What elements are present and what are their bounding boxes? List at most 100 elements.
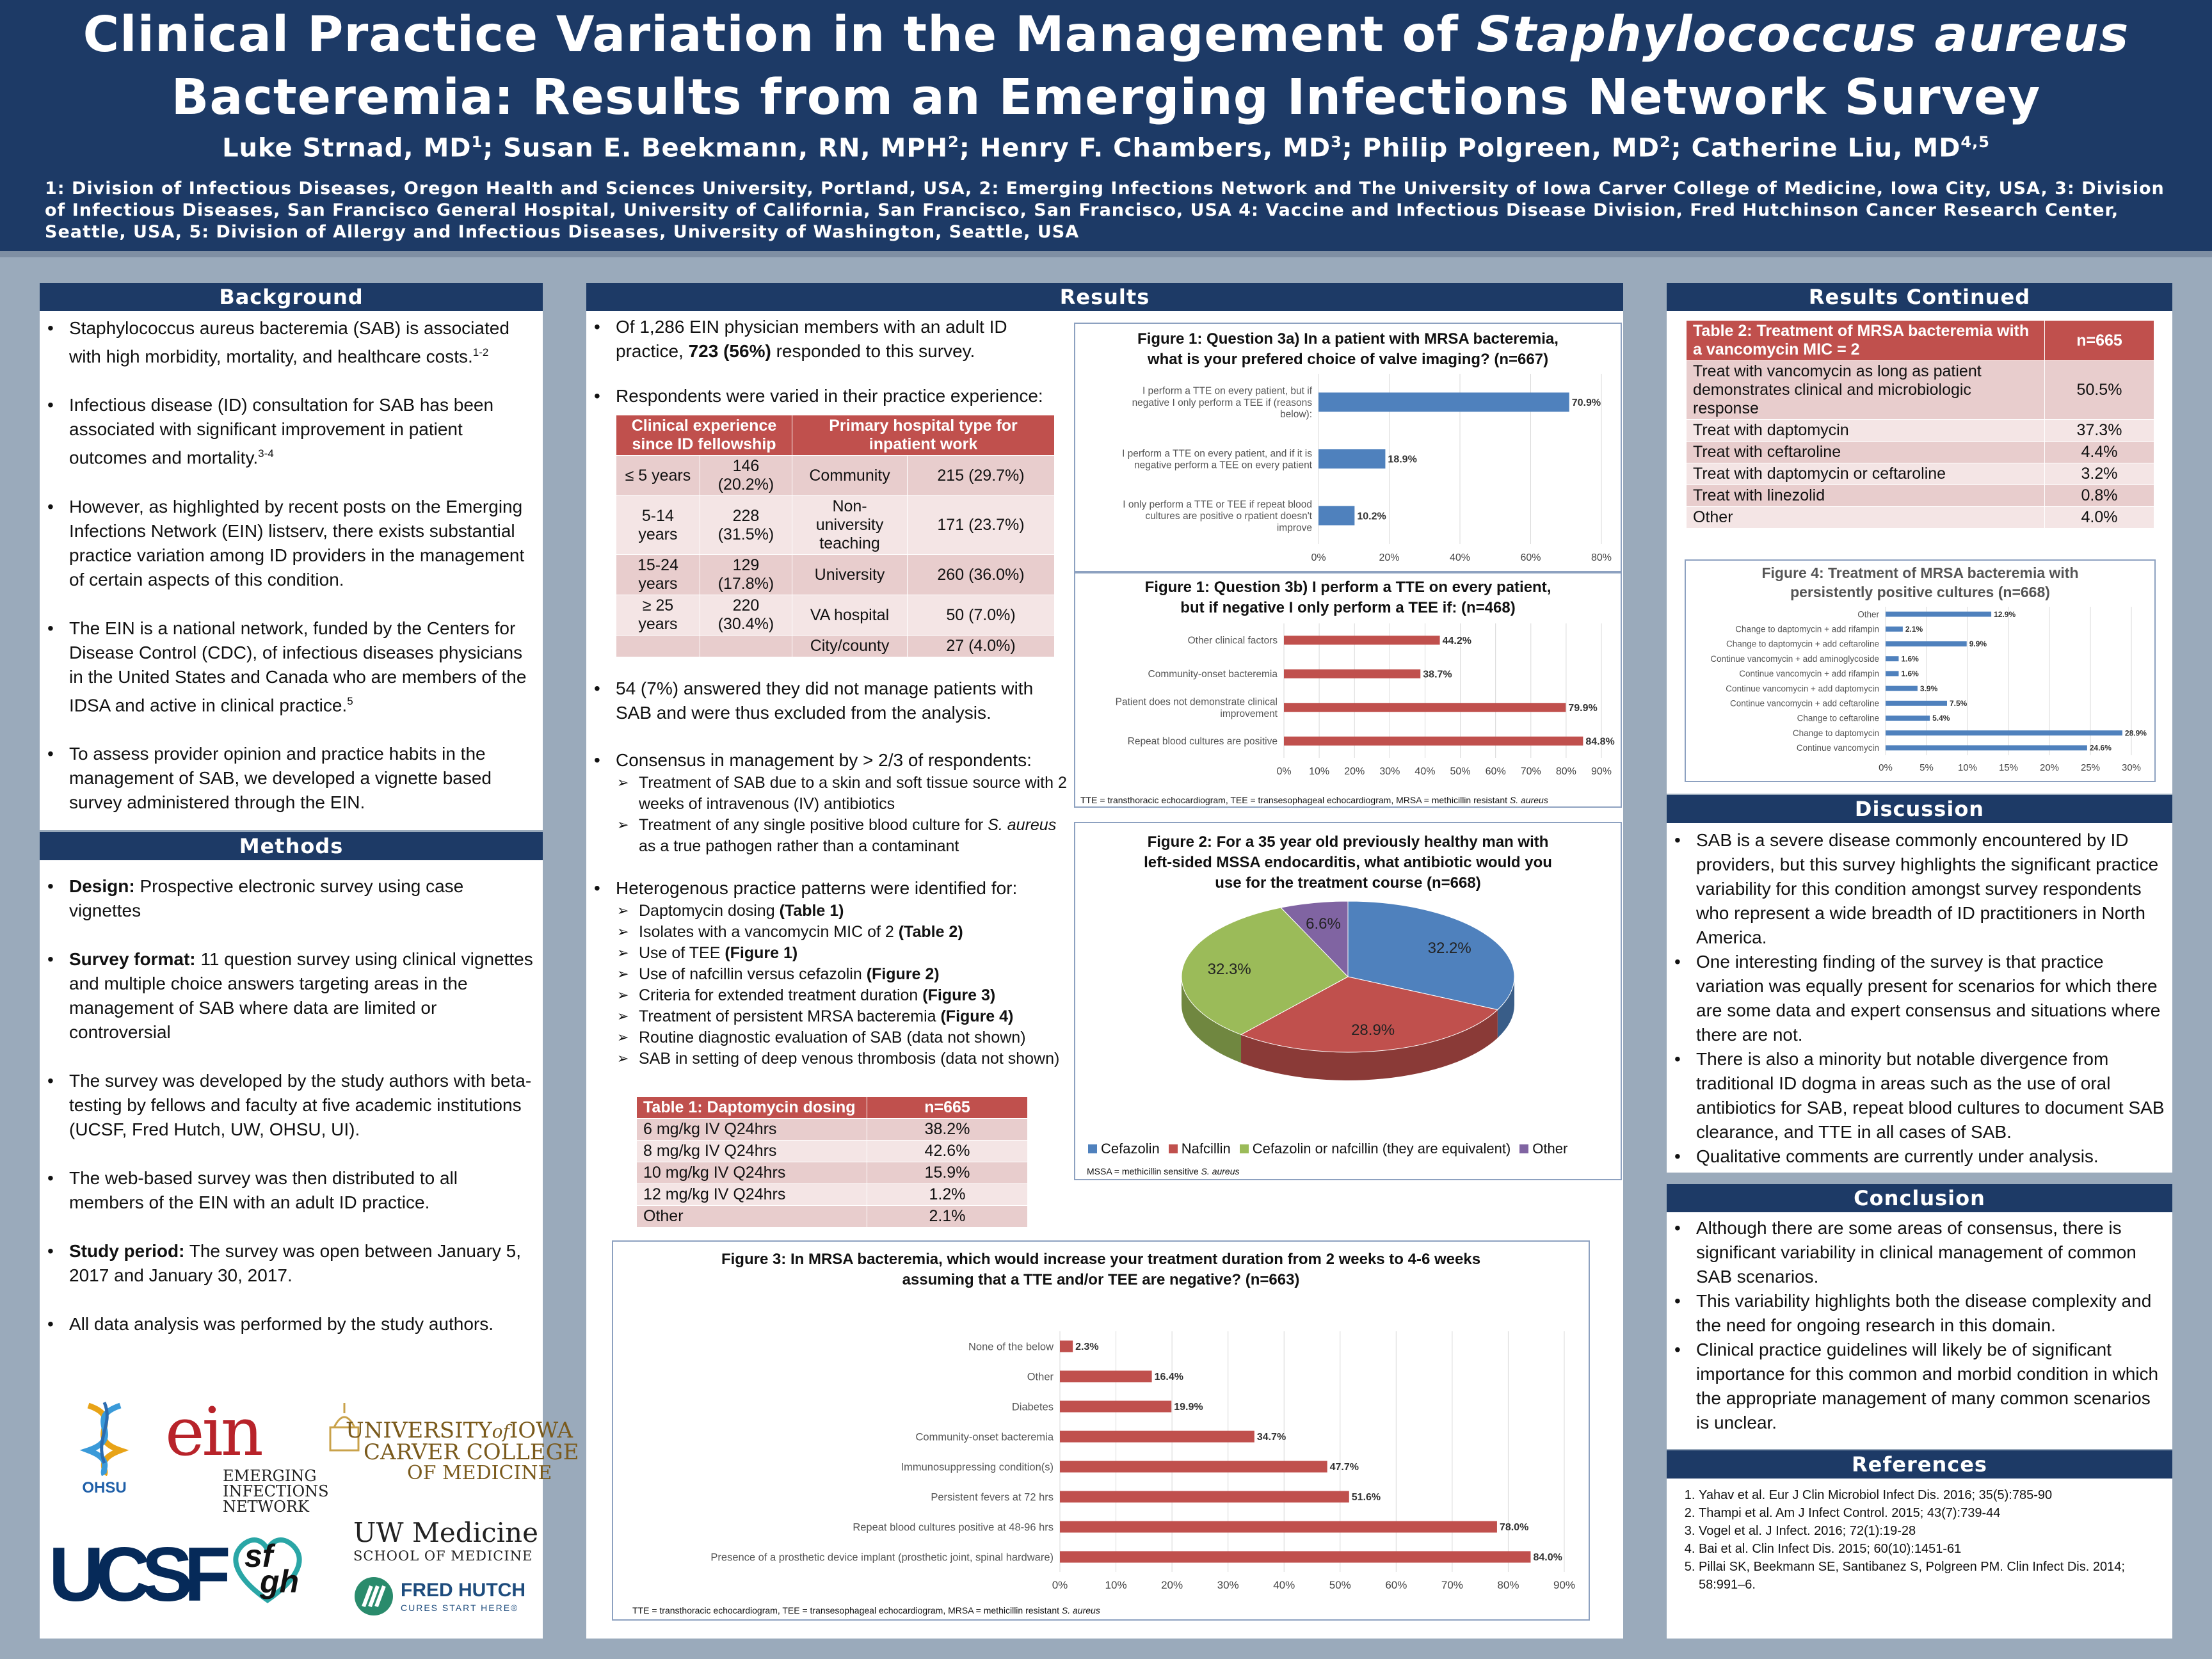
x-tick-label: 80%	[1497, 1579, 1519, 1591]
table-cell: 38.2%	[867, 1118, 1028, 1141]
table-cell: 12 mg/kg IV Q24hrs	[636, 1183, 867, 1206]
table-cell: City/county	[792, 635, 908, 657]
results-list: Of 1,286 EIN physician members with an a…	[586, 315, 1073, 408]
table-cell: 146 (20.2%)	[699, 455, 793, 496]
references-heading: References	[1667, 1450, 2172, 1479]
category-label: Continue vancomycin + add daptomycin	[1726, 684, 1879, 693]
bar	[1318, 506, 1355, 525]
header-divider	[0, 251, 2212, 257]
bar	[1886, 730, 2122, 736]
table-row: Treat with daptomycin 37.3%	[1686, 419, 2154, 442]
bar	[1886, 656, 1899, 662]
figure-2-title-3: use for the treatment course (n=668)	[1215, 874, 1481, 892]
ohsu-helix-icon	[79, 1402, 129, 1477]
table-cell	[699, 635, 793, 657]
list-item: Yahav et al. Eur J Clin Microbiol Infect…	[1699, 1486, 2160, 1504]
bar	[1060, 1431, 1254, 1443]
category-label: Continue vancomycin	[1797, 743, 1879, 753]
pie-data-label: 6.6%	[1306, 915, 1341, 933]
list-item: Use of TEE (Figure 1)	[617, 943, 1073, 964]
list-item-ref: (Figure 3)	[922, 986, 996, 1004]
table-1-header: Table 1: Daptomycin dosing	[636, 1096, 867, 1119]
x-tick-label: 70%	[1521, 766, 1541, 777]
figure-4-title-2: persistently positive cultures (n=668)	[1790, 584, 2050, 600]
author-list: Luke Strnad, MD1; Susan E. Beekmann, RN,…	[0, 133, 2212, 163]
table-cell: Treat with daptomycin	[1686, 419, 2045, 442]
x-tick-label: 10%	[1958, 762, 1977, 773]
author-affiliation-number: 4,5	[1960, 133, 1990, 151]
data-label: 84.8%	[1585, 736, 1614, 747]
table-1-n: n=665	[867, 1096, 1028, 1119]
category-label: Immunosuppressing condition(s)	[901, 1461, 1054, 1473]
ein-logo: ein EMERGING INFECTIONS NETWORK	[165, 1397, 329, 1514]
uw-text-1: UW Medicine	[353, 1517, 538, 1548]
x-tick-label: 80%	[1556, 766, 1576, 777]
data-label: 19.9%	[1174, 1402, 1203, 1413]
data-label: 1.6%	[1901, 669, 1919, 678]
list-item-ref: (Figure 2)	[866, 965, 940, 983]
data-label: 10.2%	[1357, 511, 1386, 522]
bar	[1886, 611, 1992, 617]
figure-2-pie-chart: Figure 2: For a 35 year old previously h…	[1074, 822, 1622, 1180]
legend-swatch	[1168, 1144, 1178, 1153]
table-row: 6 mg/kg IV Q24hrs 38.2%	[636, 1118, 1028, 1141]
x-tick-label: 40%	[1415, 766, 1435, 777]
conclusion-heading: Conclusion	[1667, 1184, 2172, 1212]
list-item: The web-based survey was then distribute…	[47, 1166, 535, 1215]
consensus-list: Treatment of SAB due to a skin and soft …	[616, 773, 1073, 857]
list-item: Study period: The survey was open betwee…	[47, 1239, 535, 1288]
table-cell: ≥ 25 years	[616, 595, 700, 636]
x-tick-label: 10%	[1309, 766, 1329, 777]
category-label: None of the below	[968, 1341, 1054, 1352]
pie-data-label: 28.9%	[1351, 1022, 1395, 1039]
old-capitol-icon	[329, 1403, 360, 1452]
table-cell: 15.9%	[867, 1162, 1028, 1184]
x-tick-label: 40%	[1450, 552, 1470, 563]
table-cell: 4.0%	[2044, 506, 2154, 529]
list-item: All data analysis was performed by the s…	[47, 1312, 535, 1336]
category-label: I only perform a TTE or TEE if repeat bl…	[1123, 499, 1312, 510]
title-line-1: Clinical Practice Variation in the Manag…	[83, 6, 1477, 63]
data-label: 7.5%	[1950, 699, 1968, 708]
heterogenous-list: Daptomycin dosing (Table 1)Isolates with…	[616, 901, 1073, 1070]
author-affiliation-number: 2	[948, 133, 959, 151]
legend-swatch	[1239, 1144, 1249, 1153]
data-label: 51.6%	[1352, 1492, 1381, 1503]
figure-3-title-1: Figure 3: In MRSA bacteremia, which woul…	[721, 1251, 1481, 1268]
legend-swatch	[1088, 1144, 1097, 1153]
table-cell: Treat with ceftaroline	[1686, 441, 2045, 463]
list-item: There is also a minority but notable div…	[1674, 1047, 2165, 1144]
data-label: 5.4%	[1932, 714, 1950, 723]
table-2-n: n=665	[2044, 320, 2154, 361]
list-item: Daptomycin dosing (Table 1)	[617, 901, 1073, 922]
author-separator: ;	[1671, 133, 1692, 163]
list-item: Treatment of SAB due to a skin and soft …	[617, 773, 1073, 815]
table-row: Treat with daptomycin or ceftaroline 3.2%	[1686, 463, 2154, 485]
list-item: Treatment of persistent MRSA bacteremia …	[617, 1006, 1073, 1027]
affiliations: 1: Division of Infectious Diseases, Oreg…	[45, 179, 2165, 243]
list-item: Treatment of any single positive blood c…	[617, 815, 1073, 857]
data-label: 24.6%	[2090, 744, 2112, 753]
results-heading: Results	[586, 283, 1623, 311]
category-label: below):	[1280, 409, 1312, 420]
author-affiliation-number: 1	[471, 133, 483, 151]
table-row: Treat with vancomycin as long as patient…	[1686, 360, 2154, 420]
list-item: Isolates with a vancomycin MIC of 2 (Tab…	[617, 922, 1073, 943]
results-list-2: 54 (7%) answered they did not manage pat…	[586, 677, 1073, 773]
category-label: I perform a TTE on every patient, but if	[1142, 385, 1313, 396]
list-item: Of 1,286 EIN physician members with an a…	[594, 315, 1065, 364]
x-tick-label: 30%	[2122, 762, 2141, 773]
data-label: 28.9%	[2125, 728, 2147, 737]
list-item: SAB is a severe disease commonly encount…	[1674, 828, 2165, 950]
fred-hutch-text: FRED HUTCH	[401, 1580, 525, 1601]
category-label: Other clinical factors	[1188, 636, 1278, 646]
table-cell: University	[792, 554, 908, 595]
iowa-text-of: of	[492, 1421, 509, 1442]
hospital-col-header: Primary hospital type for inpatient work	[792, 415, 1055, 456]
data-label: 12.9%	[1994, 610, 2016, 619]
list-item: Staphylococcus aureus bacteremia (SAB) i…	[47, 316, 535, 369]
table-cell: 220 (30.4%)	[699, 595, 793, 636]
author-name: Luke Strnad, MD	[222, 133, 472, 163]
list-item-text: Daptomycin dosing	[639, 902, 780, 920]
x-tick-label: 0%	[1311, 552, 1326, 563]
